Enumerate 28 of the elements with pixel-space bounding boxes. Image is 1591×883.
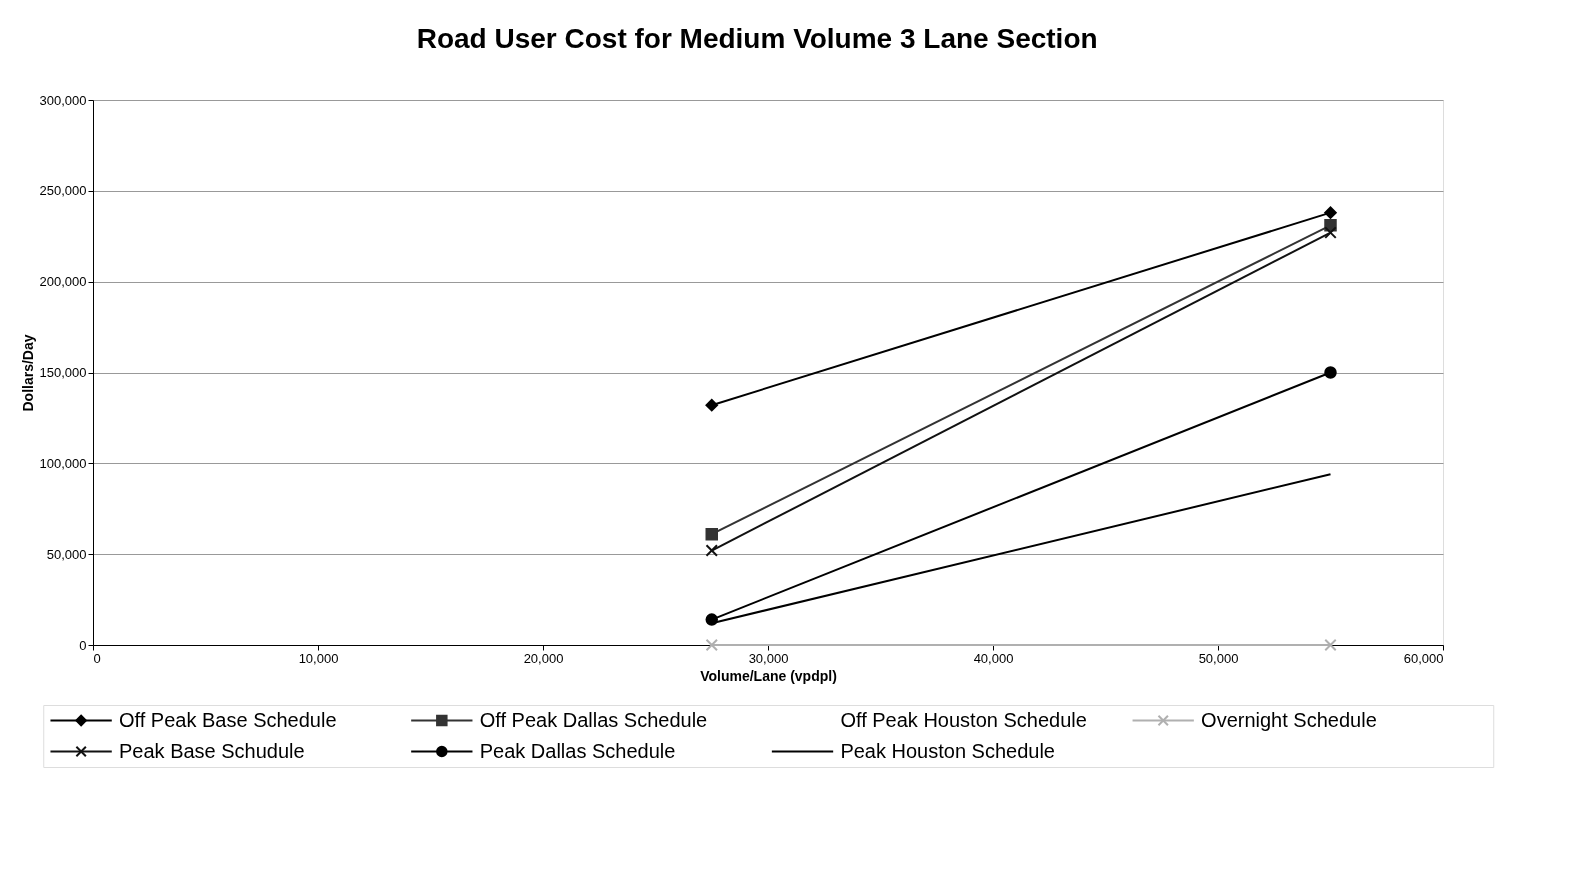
chart-title: Road User Cost for Medium Volume 3 Lane Section [416, 22, 1098, 54]
point [1324, 226, 1337, 239]
text: Off Peak Houston Schedule [840, 708, 1087, 731]
y-tick-label: 0 [79, 637, 87, 653]
legend-label: Peak Dallas Schedule [479, 739, 676, 762]
y-tick-label: 100,000 [39, 455, 87, 471]
point [1324, 638, 1337, 652]
x-tick-label: 10,000 [298, 650, 339, 666]
y-tick-label: 300,000 [39, 92, 87, 108]
legend-label: Peak Houston Schedule [840, 739, 1055, 762]
legend-label: Off Peak Dallas Schedule [479, 708, 708, 731]
y-tick-label: 200,000 [39, 274, 87, 290]
y-tick-label: 250,000 [39, 183, 87, 199]
x-tick-label: 40,000 [973, 650, 1014, 666]
x-axis-title: Volume/Lane (vpdpl) [700, 667, 837, 684]
point [705, 638, 718, 652]
y-axis-title: Dollars/Day [19, 334, 36, 412]
legend-label: Off Peak Base Schedule [119, 708, 337, 731]
x-tick-label: 0 [93, 650, 101, 666]
point [705, 544, 718, 557]
y-tick-label: 150,000 [39, 365, 87, 380]
legend-label: Peak Base Schudule [119, 739, 305, 762]
x-tick-label: 60,000 [1403, 650, 1444, 666]
x-tick-label: 30,000 [748, 650, 789, 666]
y-tick-label: 50,000 [46, 546, 87, 562]
legend-label: Overnight Schedule [1201, 708, 1377, 731]
x-tick-label: 20,000 [523, 650, 564, 666]
x-tick-label: 50,000 [1198, 650, 1239, 666]
